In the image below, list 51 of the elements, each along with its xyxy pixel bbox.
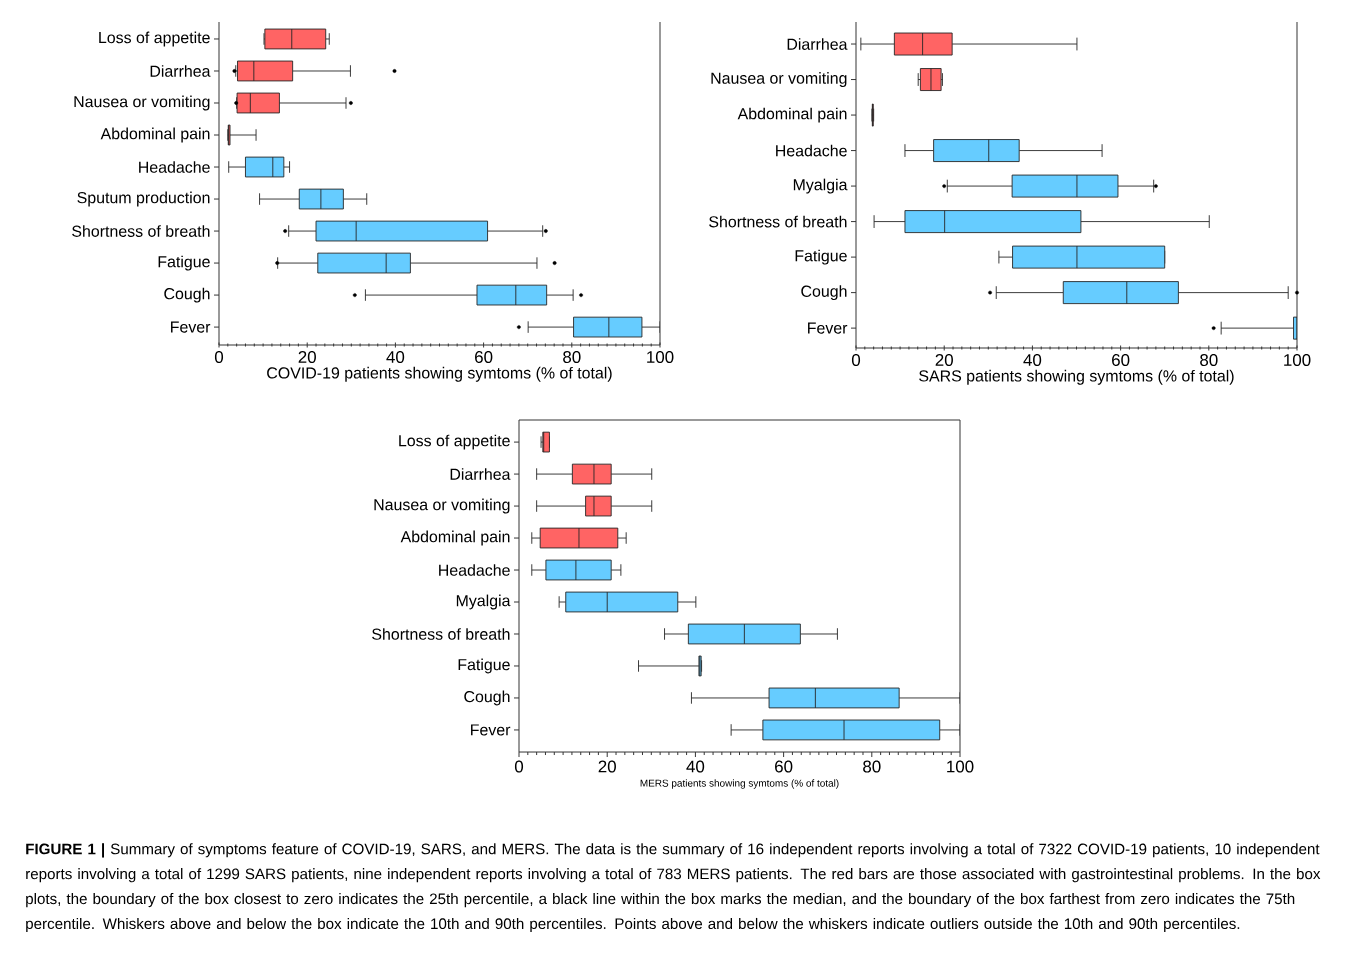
y-tick-label: Loss of appetite xyxy=(99,31,210,47)
x-tick-label: 20 xyxy=(598,760,616,773)
x-tick-label: 100 xyxy=(647,351,674,364)
x-tick-label: 40 xyxy=(386,351,405,364)
y-tick-label: Nausea or vomiting xyxy=(711,72,847,87)
x-tick-label: 100 xyxy=(1284,354,1311,367)
x-tick-label: 40 xyxy=(1023,354,1042,367)
y-tick-label: Myalgia xyxy=(793,178,848,194)
x-tick-label: 60 xyxy=(475,351,493,364)
y-tick-label: Cough xyxy=(801,285,847,301)
y-tick-label: Cough xyxy=(164,287,210,303)
text: FIGURE 1 | Summary of symptoms feature of COVID-19, SARS, and MERS. The data is the summary of 16 independent reports involving a total of 7322 COVID-19 patients, 10 independent reports involving a total of 1299 SARS patients, nine independent reports involving a total of 783 MERS patients. The red bars are those associated with gastrointestinal problems. In the box plots, the boundary of the box closest to zero indicates the 25th percentile, a black line within the box marks the median, and the boundary of the box farthest from zero indicates the 75th percentile. Whiskers above and below the box indicate the 10th and 90th percentiles. Points above and below the whiskers indicate outliers outside the 10th and 90th percentiles. xyxy=(26,843,1321,933)
x-tick-label: 20 xyxy=(935,354,953,367)
x-tick-label: 60 xyxy=(775,760,793,773)
y-tick-label: Nausea or vomiting xyxy=(374,498,510,514)
x-axis-title: SARS patients showing symtoms (% of total) xyxy=(919,369,1234,385)
y-tick-label: Abdominal pain xyxy=(737,107,847,123)
x-tick-label: 80 xyxy=(563,351,581,364)
y-tick-label: Fatigue xyxy=(158,255,210,271)
y-tick-label: Fever xyxy=(808,322,848,334)
y-tick-label: Diarrhea xyxy=(450,468,511,480)
x-tick-label: 40 xyxy=(686,760,705,773)
y-tick-label: Nausea or vomiting xyxy=(74,95,210,111)
y-tick-label: Fatigue xyxy=(795,249,847,265)
y-tick-label: Shortness of breath xyxy=(72,225,210,237)
y-tick-label: Sputum production xyxy=(77,191,210,207)
y-tick-label: Cough xyxy=(464,690,510,706)
y-tick-label: Headache xyxy=(776,144,847,157)
y-tick-label: Diarrhea xyxy=(787,38,848,50)
y-tick-label: Diarrhea xyxy=(150,65,211,77)
x-tick-label: 0 xyxy=(514,760,524,773)
y-tick-label: Myalgia xyxy=(456,594,511,610)
x-tick-label: 100 xyxy=(947,760,974,773)
y-tick-label: Loss of appetite xyxy=(399,434,510,450)
y-tick-label: Shortness of breath xyxy=(372,628,510,640)
x-axis-title: MERS patients showing symtoms (% of total) xyxy=(640,779,839,789)
x-tick-label: 0 xyxy=(214,351,224,364)
x-tick-label: 80 xyxy=(863,760,881,773)
x-tick-label: 20 xyxy=(298,351,316,364)
y-tick-label: Abdominal pain xyxy=(400,530,510,546)
y-tick-label: Fever xyxy=(471,724,511,736)
y-tick-label: Headache xyxy=(139,161,210,173)
y-tick-label: Shortness of breath xyxy=(709,215,847,228)
y-tick-label: Fever xyxy=(171,321,211,333)
x-tick-label: 80 xyxy=(1200,354,1218,367)
x-tick-label: 0 xyxy=(851,354,861,367)
y-tick-label: Fatigue xyxy=(458,658,510,674)
y-tick-label: Headache xyxy=(439,564,510,576)
x-axis-title: COVID-19 patients showing symtoms (% of total) xyxy=(267,366,612,382)
x-tick-label: 60 xyxy=(1112,354,1130,367)
y-tick-label: Abdominal pain xyxy=(100,127,210,143)
